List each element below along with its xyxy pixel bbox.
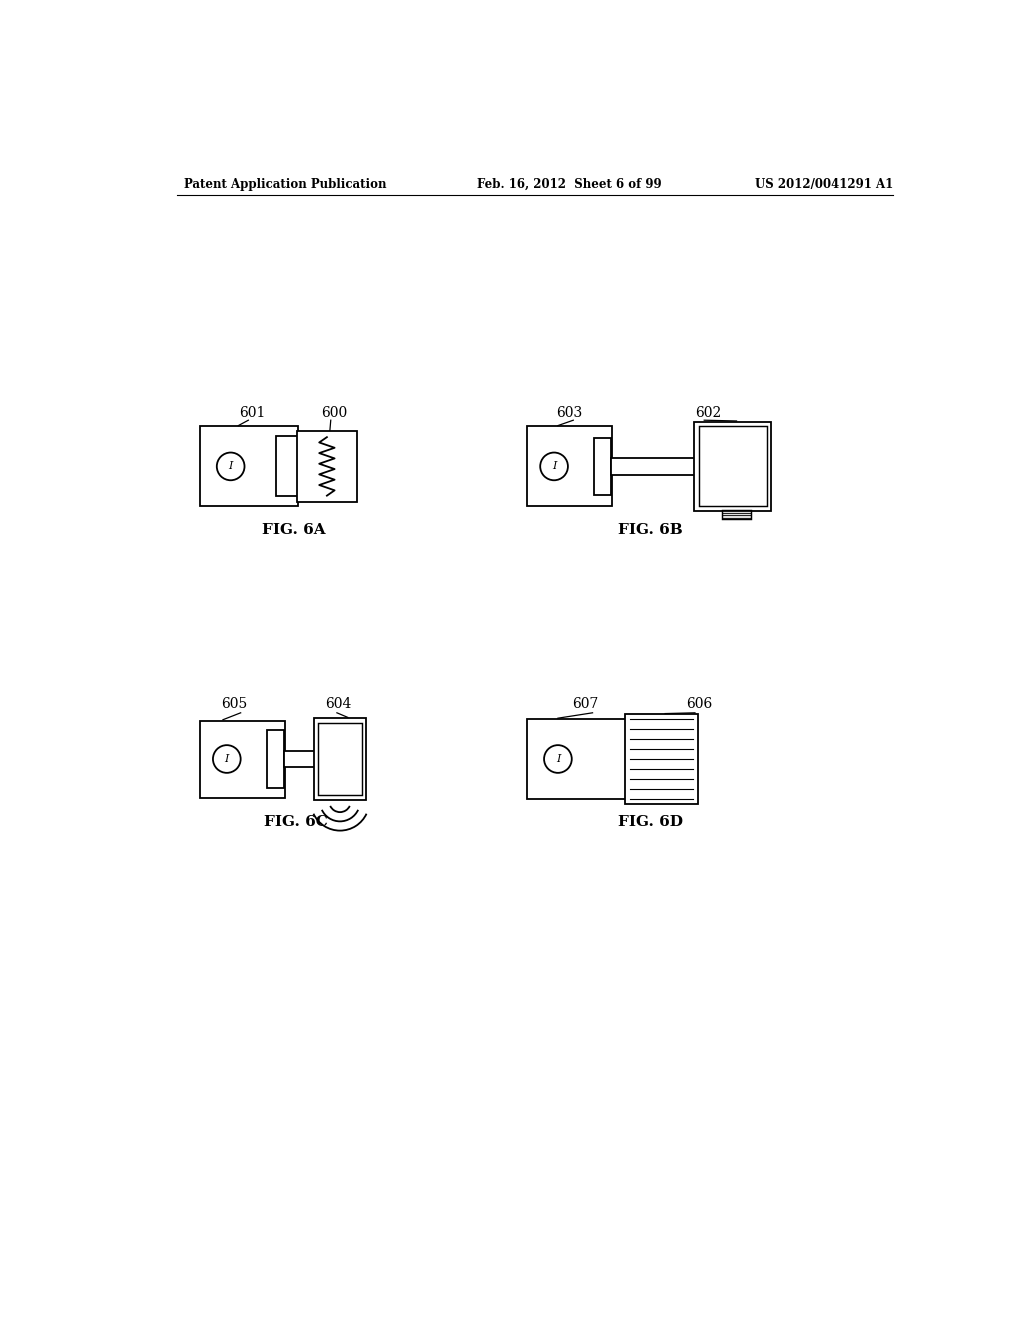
Text: Patent Application Publication: Patent Application Publication [184,178,387,190]
Text: I: I [552,462,556,471]
Bar [297,432,357,502]
Bar [611,458,695,475]
Bar [527,426,611,507]
Bar [267,730,284,788]
Text: 607: 607 [571,697,598,710]
Bar [527,719,631,799]
Text: 604: 604 [326,697,351,710]
Bar [284,751,316,767]
Bar [313,718,367,800]
Text: 605: 605 [221,697,248,710]
Bar [698,426,767,507]
Bar [318,723,361,795]
Text: FIG. 6D: FIG. 6D [617,816,683,829]
Text: FIG. 6B: FIG. 6B [617,523,683,536]
Text: 600: 600 [322,405,348,420]
Text: Feb. 16, 2012  Sheet 6 of 99: Feb. 16, 2012 Sheet 6 of 99 [477,178,662,190]
Bar [594,437,611,495]
Bar [694,422,771,511]
Text: 603: 603 [556,405,583,420]
Bar [625,714,698,804]
Text: I: I [228,462,232,471]
Bar [722,510,752,519]
Text: FIG. 6A: FIG. 6A [262,523,326,536]
Text: 602: 602 [695,405,721,420]
Bar [200,426,298,507]
Text: 601: 601 [239,405,265,420]
Bar [276,437,298,496]
Text: FIG. 6C: FIG. 6C [264,816,328,829]
Text: I: I [556,754,560,764]
Bar [200,721,285,797]
Text: 606: 606 [686,697,712,710]
Text: US 2012/0041291 A1: US 2012/0041291 A1 [755,178,893,190]
Text: I: I [224,754,229,764]
